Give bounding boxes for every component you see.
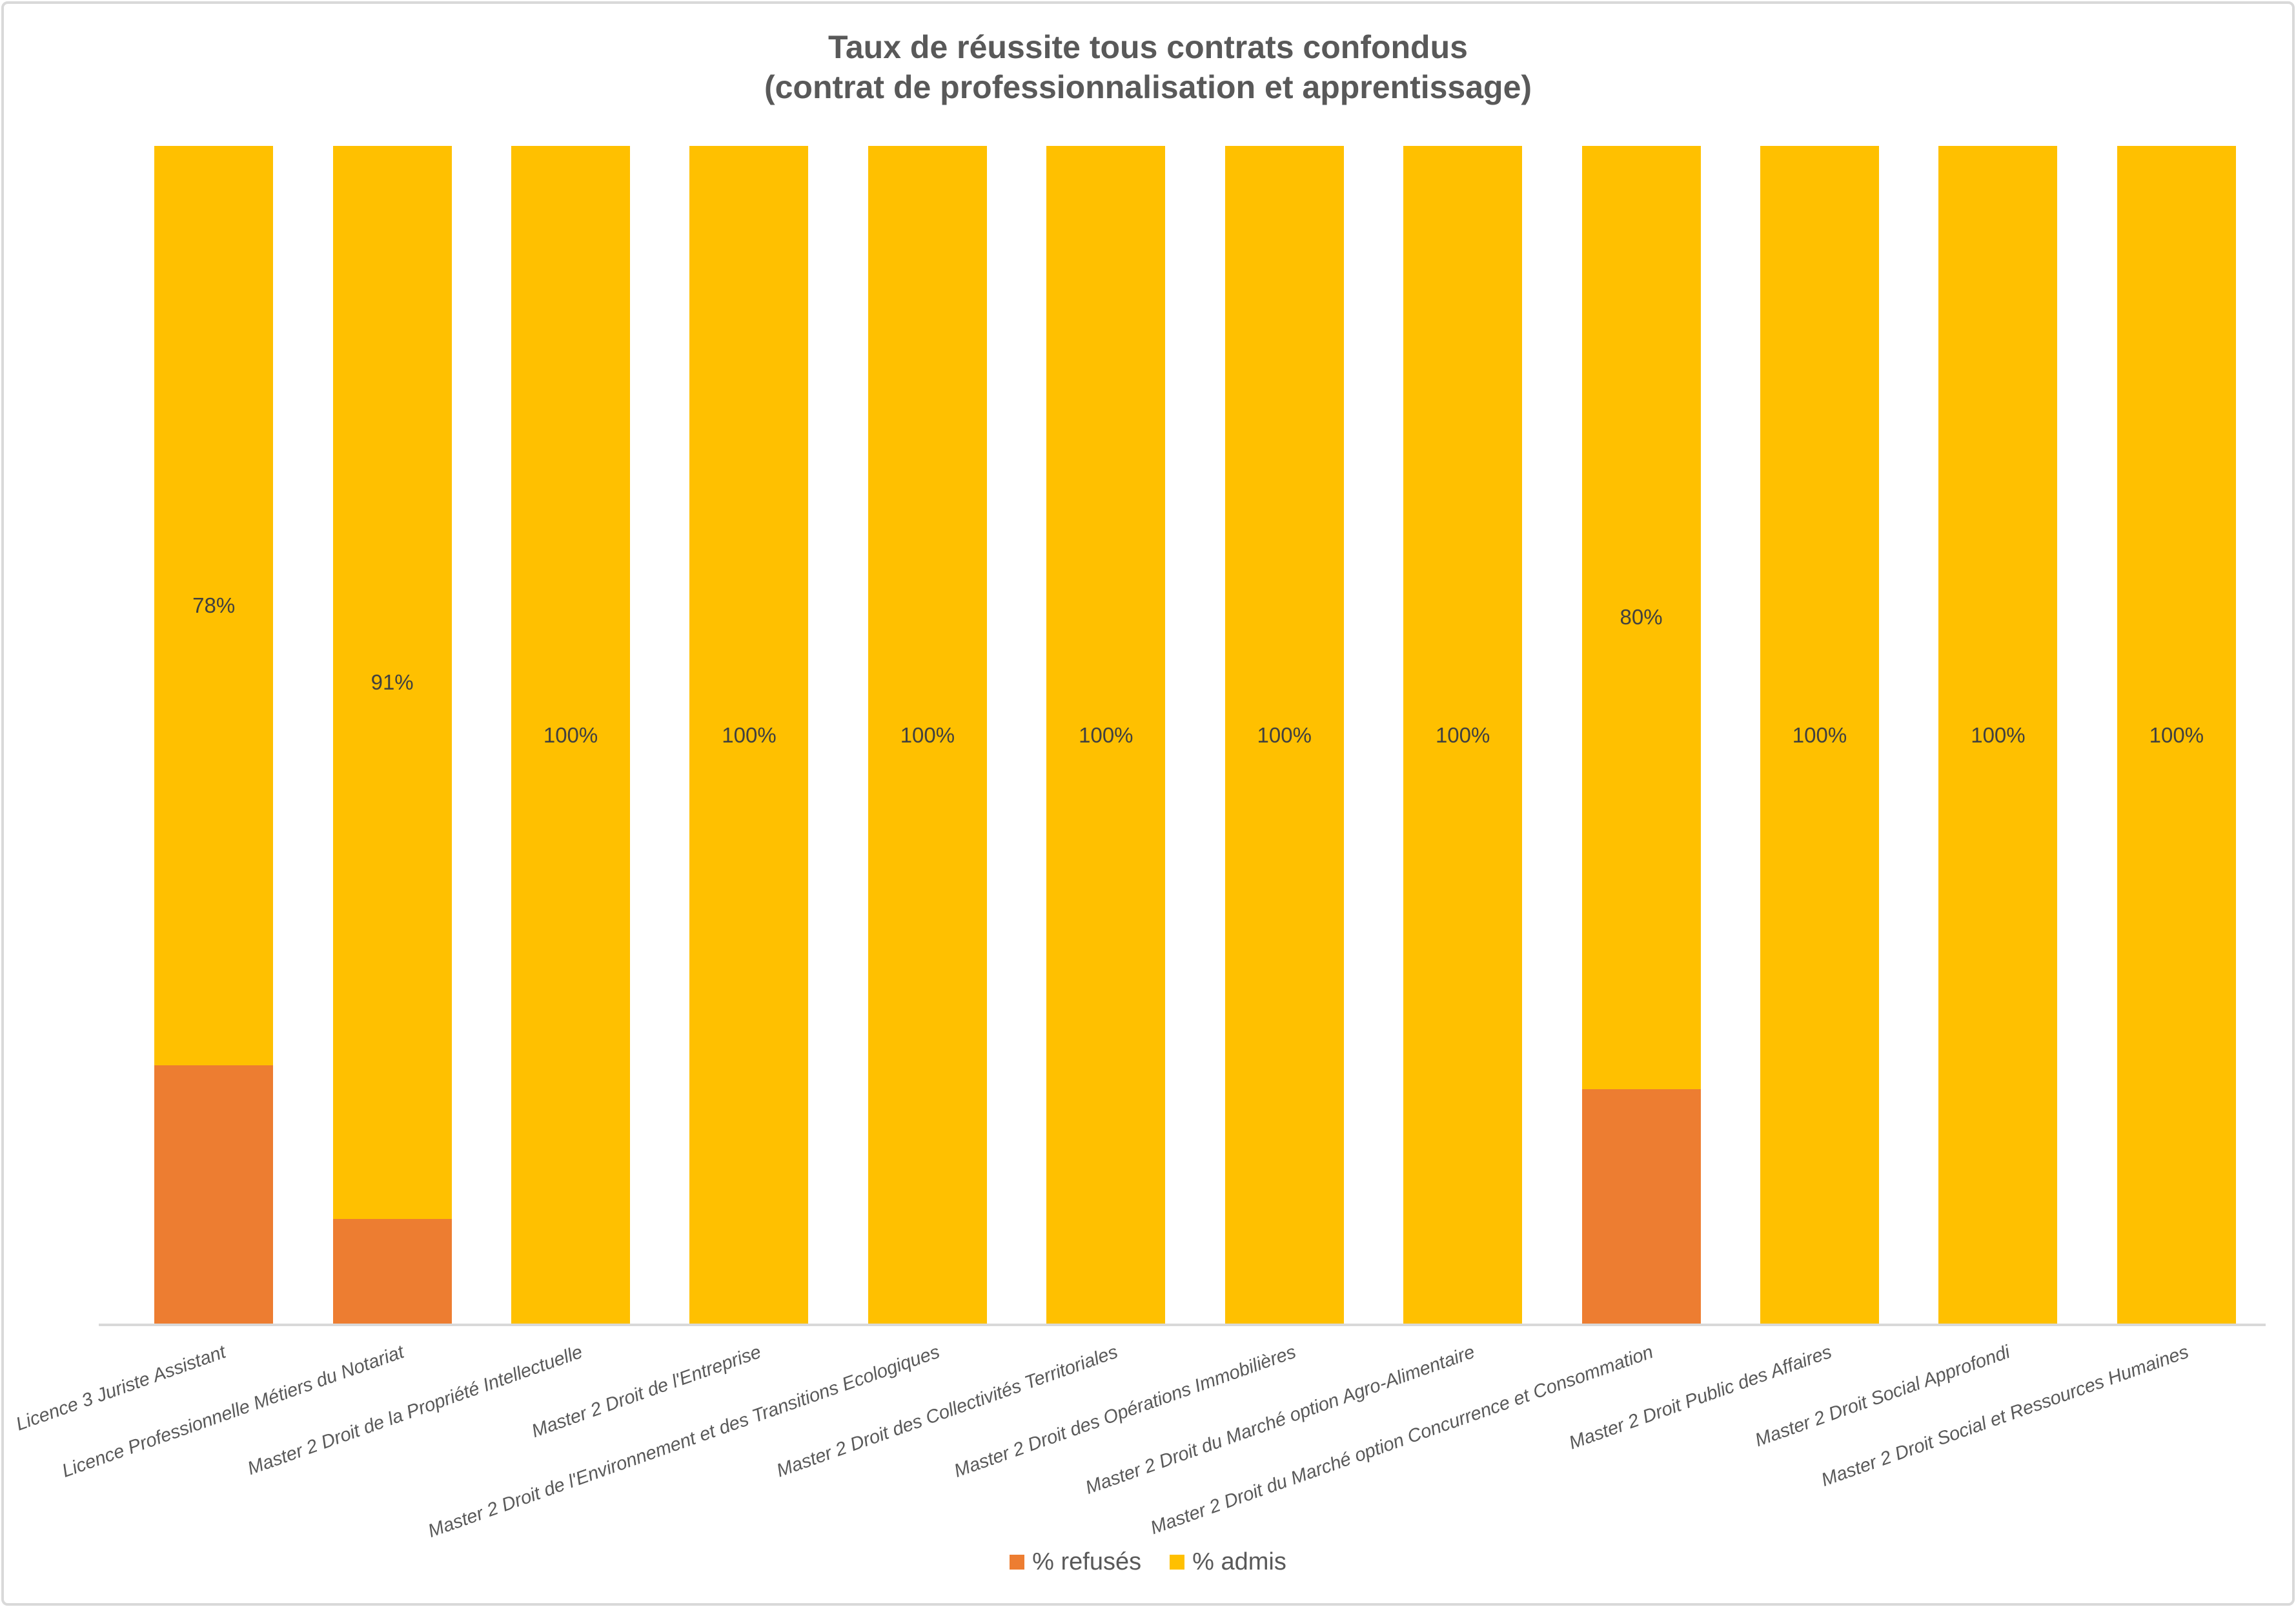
legend-label: % refusés [1032,1548,1142,1575]
stacked-bar-8: 100% [1403,146,1523,1325]
chart-title: Taux de réussite tous contrats confondus… [4,27,2292,107]
data-label-admis: 100% [2149,723,2204,747]
data-label-admis: 80% [1620,605,1663,629]
x-axis-label-cell: Master 2 Droit Social et Ressources Huma… [1818,1342,2266,1555]
bar-segment-admis: 100% [1224,146,1344,1325]
bar-column-11: 100% [1909,146,2087,1325]
data-label-admis: 100% [1257,723,1312,747]
data-label-admis: 91% [371,670,414,694]
bar-segment-admis: 100% [511,146,631,1325]
bar-column-3: 100% [482,146,660,1325]
bar-segment-refuses [154,1065,274,1325]
bar-column-4: 100% [660,146,838,1325]
bar-column-6: 100% [1017,146,1195,1325]
bar-column-12: 100% [2088,146,2266,1325]
data-label-admis: 100% [900,723,955,747]
stacked-bar-5: 100% [868,146,987,1325]
stacked-bar-11: 100% [1938,146,2058,1325]
bar-segment-admis: 100% [689,146,809,1325]
x-axis-labels: Licence 3 Juriste Assistant Licence Profe… [14,1342,2266,1555]
legend-item-admis: % admis [1170,1548,1286,1576]
bar-column-7: 100% [1195,146,1374,1325]
bar-column-2: 91% [303,146,481,1325]
legend-swatch-admis [1170,1555,1185,1570]
bar-segment-admis: 100% [1760,146,1879,1325]
stacked-bar-12: 100% [2117,146,2236,1325]
legend-label: % admis [1192,1548,1286,1575]
stacked-bar-7: 100% [1224,146,1344,1325]
bar-column-5: 100% [838,146,1017,1325]
stacked-bar-2: 91% [332,146,452,1325]
bar-column-8: 100% [1374,146,1552,1325]
legend-swatch-refuses [1010,1555,1025,1570]
data-label-admis: 100% [1971,723,2026,747]
data-label-admis: 100% [1792,723,1847,747]
data-label-admis: 100% [1435,723,1490,747]
stacked-bar-4: 100% [689,146,809,1325]
data-label-admis: 100% [543,723,598,747]
chart-title-line2: (contrat de professionnalisation et appr… [764,69,1532,105]
stacked-bar-1: 78% [154,146,274,1325]
bar-segment-admis: 78% [154,146,274,1066]
data-label-admis: 100% [1079,723,1133,747]
bar-segment-admis: 80% [1581,146,1701,1089]
chart-title-line1: Taux de réussite tous contrats confondus [828,29,1468,65]
bar-segment-refuses [1581,1089,1701,1325]
legend-item-refuses: % refusés [1010,1548,1141,1576]
bar-column-10: 100% [1731,146,1909,1325]
data-label-admis: 100% [722,723,777,747]
bar-column-9: 80% [1552,146,1730,1325]
legend: % refusés % admis [4,1548,2292,1576]
bar-column-1: 78% [125,146,303,1325]
bar-segment-refuses [332,1218,452,1325]
stacked-bar-6: 100% [1046,146,1166,1325]
bar-segment-admis: 100% [1403,146,1523,1325]
stacked-bar-3: 100% [511,146,631,1325]
stacked-bar-9: 80% [1581,146,1701,1325]
bar-segment-admis: 91% [332,146,452,1219]
data-label-admis: 78% [192,593,236,618]
plot-area: 78% 91% 100% 100% 100% 100% 100% 100% 80% 100% 100… [125,146,2266,1325]
stacked-bar-10: 100% [1760,146,1879,1325]
bar-segment-admis: 100% [2117,146,2236,1325]
bar-segment-admis: 100% [1938,146,2058,1325]
bar-segment-admis: 100% [868,146,987,1325]
bar-segment-admis: 100% [1046,146,1166,1325]
x-axis-line [99,1324,2266,1326]
